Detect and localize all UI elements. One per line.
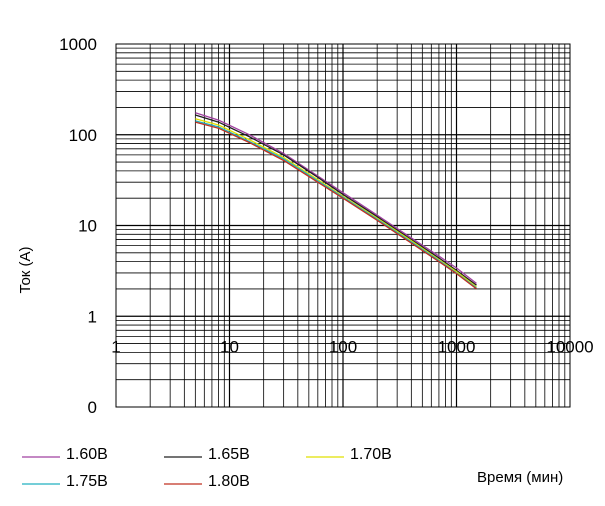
- plot-grid: [116, 44, 570, 407]
- y-tick-label: 1: [88, 307, 97, 326]
- y-tick-label: 1000: [59, 35, 97, 54]
- legend: 1.60В 1.65В 1.70В 1.75В 1.80В: [22, 446, 392, 490]
- y-tick-label: 10: [78, 217, 97, 236]
- series-line-2: [195, 118, 477, 288]
- legend-label: 1.65В: [208, 446, 250, 463]
- plot-frame: [115, 43, 571, 408]
- x-tick-label: 10: [220, 337, 239, 356]
- x-tick-labels: 1 10 100 1000 10000: [111, 337, 593, 356]
- legend-label: 1.75В: [66, 473, 108, 490]
- x-axis-title: Время (мин): [477, 469, 563, 486]
- y-tick-label: 100: [69, 126, 97, 145]
- legend-label: 1.60В: [66, 446, 108, 463]
- legend-label: 1.80В: [208, 473, 250, 490]
- legend-label: 1.70В: [350, 446, 392, 463]
- y-tick-labels: 0 1 10 100 1000: [59, 35, 97, 417]
- series-layer: [195, 112, 477, 290]
- x-tick-label: 1: [111, 337, 120, 356]
- x-tick-label: 1000: [438, 337, 476, 356]
- y-axis-title: Ток (А): [17, 246, 34, 293]
- x-tick-label: 100: [329, 337, 357, 356]
- series-line-1: [195, 114, 477, 286]
- y-tick-label: 0: [88, 398, 97, 417]
- x-tick-label: 10000: [546, 337, 593, 356]
- series-line-4: [195, 121, 477, 290]
- series-line-3: [195, 120, 477, 289]
- series-line-0: [195, 112, 477, 284]
